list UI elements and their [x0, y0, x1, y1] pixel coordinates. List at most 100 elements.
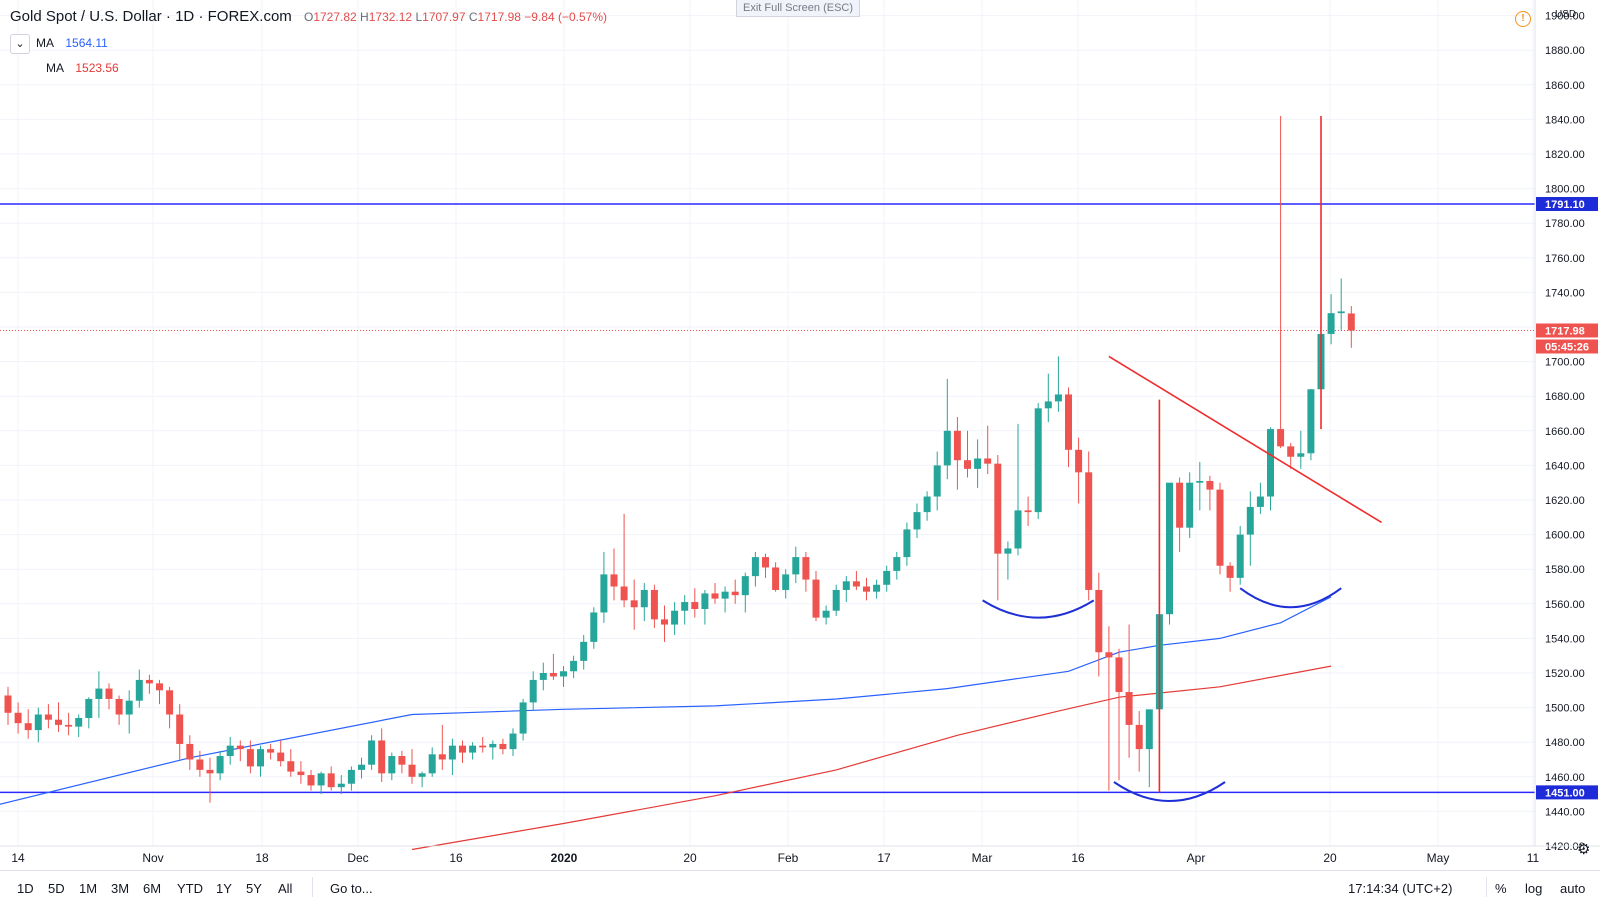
range-1d[interactable]: 1D [17, 881, 34, 896]
candle-body [44, 714, 52, 720]
candle-body [236, 745, 244, 750]
log-scale-toggle[interactable]: log [1525, 881, 1543, 896]
price-tick-label: 1860.00 [1545, 80, 1585, 92]
candle-body [943, 430, 951, 466]
price-axis-bg [1535, 0, 1600, 846]
data-source: FOREX.com [207, 8, 292, 25]
currency-label[interactable]: USD [1555, 9, 1577, 20]
gear-icon[interactable]: ⚙ [1577, 841, 1591, 858]
candle-body [620, 586, 628, 601]
moving-average-line [0, 596, 1332, 805]
candle-body [590, 612, 598, 642]
candle-body [1176, 482, 1184, 528]
candle-body [368, 740, 376, 765]
candle-body [216, 756, 224, 774]
range-ytd[interactable]: YTD [177, 881, 203, 896]
indicator-label: MA [36, 36, 54, 50]
candle-body [176, 714, 184, 744]
candle-body [1277, 429, 1285, 447]
candle-body [1166, 482, 1173, 615]
candle-body [1105, 652, 1113, 658]
candle-body [560, 671, 567, 677]
candle-body [994, 463, 1002, 554]
high-value: 1732.12 [368, 10, 413, 24]
candle-body [1327, 313, 1335, 334]
candle-body [1034, 408, 1042, 513]
percent-scale-toggle[interactable]: % [1495, 881, 1507, 896]
candle-body [388, 756, 396, 774]
indicator-ma-1[interactable]: MA 1564.11 [10, 36, 108, 50]
candle-body [1256, 496, 1264, 507]
candle-body [24, 723, 32, 731]
candle-body [570, 660, 578, 672]
candle-body [863, 586, 870, 592]
price-tick-label: 1680.00 [1545, 391, 1585, 403]
time-tick-label: 16 [1071, 851, 1085, 865]
candle-body [65, 724, 73, 727]
candle-body [14, 712, 22, 724]
range-5y[interactable]: 5Y [246, 881, 262, 896]
candle-body [34, 714, 42, 731]
candle-body [893, 557, 901, 571]
candle-body [327, 773, 335, 788]
candle-body [822, 610, 830, 618]
range-1m[interactable]: 1M [79, 881, 98, 896]
candle-body [974, 458, 982, 469]
countdown-label: 05:45:26 [1545, 341, 1589, 353]
candle-body [186, 743, 194, 760]
range-5d[interactable]: 5D [48, 881, 65, 896]
timezone-clock[interactable]: 17:14:34 (UTC+2) [1348, 881, 1453, 896]
candle-body [964, 460, 971, 469]
candle-body [226, 745, 234, 757]
candle-body [448, 745, 456, 760]
exit-fullscreen-button[interactable]: Exit Full Screen (ESC) [736, 0, 861, 17]
candle-body [1125, 692, 1133, 725]
candle-body [277, 752, 285, 762]
price-tick-label: 1800.00 [1545, 184, 1585, 196]
range-1y[interactable]: 1Y [216, 881, 232, 896]
interval[interactable]: 1D [175, 8, 195, 25]
level-label-bg [1536, 196, 1598, 211]
price-tick-label: 1580.00 [1545, 564, 1585, 576]
candle-body [1297, 453, 1305, 457]
candle-body [115, 698, 123, 715]
candle-body [55, 719, 62, 725]
toolbar-divider [312, 877, 313, 897]
candle-body [1246, 506, 1254, 535]
range-6m[interactable]: 6M [143, 881, 162, 896]
candle-body [489, 743, 497, 748]
price-tick-label: 1620.00 [1545, 495, 1585, 507]
candle-body [297, 771, 305, 776]
candle-body [691, 602, 699, 609]
price-chart[interactable]: 1420.00 1440.00 1460.00 1480.00 1500.00 1520.… [0, 0, 1600, 870]
candle-body [418, 773, 426, 777]
candle-body [358, 764, 365, 770]
candle-body [671, 610, 679, 625]
price-tick-label: 1880.00 [1545, 45, 1585, 57]
chevron-down-icon: ⌄ [15, 38, 25, 50]
candle-body [438, 754, 446, 760]
candle-body [933, 465, 941, 497]
last-price-label: 1717.98 [1545, 325, 1585, 337]
collapse-indicators-button[interactable]: ⌄ [10, 34, 30, 54]
price-tick-label: 1520.00 [1545, 668, 1585, 680]
alert-icon[interactable]: ! [1515, 11, 1531, 27]
level-label-bg [1536, 785, 1598, 800]
candle-body [1337, 311, 1345, 314]
price-tick-label: 1820.00 [1545, 149, 1585, 161]
range-3m[interactable]: 3M [111, 881, 130, 896]
time-tick-label: 17 [877, 851, 891, 865]
candle-body [539, 673, 547, 680]
symbol-name[interactable]: Gold Spot / U.S. Dollar [10, 8, 162, 25]
range-all[interactable]: All [278, 881, 293, 896]
candle-body [337, 783, 345, 788]
time-tick-label: 11 [1527, 851, 1540, 865]
indicator-ma-2[interactable]: MA 1523.56 [10, 61, 119, 75]
open-value: 1727.82 [313, 10, 357, 24]
auto-scale-toggle[interactable]: auto [1560, 881, 1586, 896]
candle-body [529, 679, 537, 703]
goto-date-button[interactable]: Go to... [330, 881, 373, 896]
trend-line [1108, 355, 1383, 524]
price-tick-label: 1780.00 [1545, 218, 1585, 230]
price-tick-label: 1600.00 [1545, 530, 1585, 542]
